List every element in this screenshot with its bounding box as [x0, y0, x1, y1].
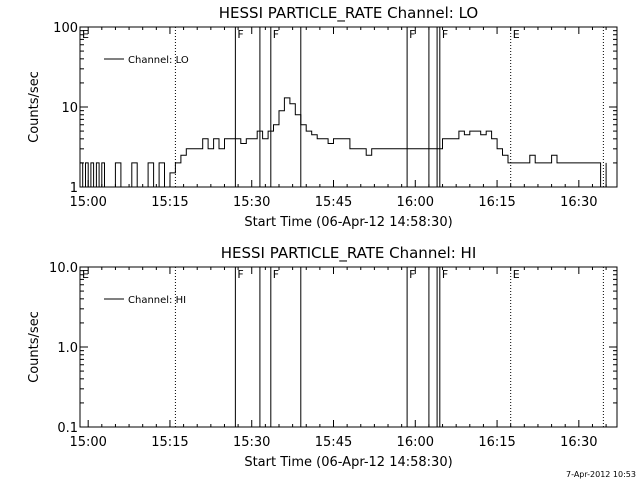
- legend-label: Channel: HI: [128, 295, 186, 306]
- series-line: [80, 97, 607, 188]
- x-tick-label: 15:30: [233, 195, 270, 210]
- y-tick-label: 0.1: [57, 421, 78, 436]
- x-tick-label: 16:15: [478, 195, 515, 210]
- y-tick-label: 1.0: [57, 341, 78, 356]
- y-tick-label: 100: [53, 21, 78, 36]
- chart-title: HESSI PARTICLE_RATE Channel: HI: [221, 244, 477, 263]
- x-tick-label: 15:00: [69, 435, 106, 450]
- x-tick-label: 16:00: [397, 435, 434, 450]
- x-tick-label: 15:00: [69, 195, 106, 210]
- x-tick-label: 16:30: [560, 435, 597, 450]
- x-tick-label: 15:15: [151, 195, 188, 210]
- x-axis-label: Start Time (06-Apr-12 14:58:30): [244, 455, 452, 470]
- marker-label: F: [409, 268, 415, 281]
- panel-lo: HESSI PARTICLE_RATE Channel: LO 15:00 15:1…: [27, 4, 618, 230]
- y-axis-label: Counts/sec: [27, 311, 42, 383]
- x-tick-label: 16:00: [397, 195, 434, 210]
- marker-label: E: [513, 268, 520, 281]
- y-tick-label: 1: [70, 181, 78, 196]
- y-axis-label: Counts/sec: [27, 71, 42, 143]
- y-tick-label: 10: [61, 101, 78, 116]
- chart-title: HESSI PARTICLE_RATE Channel: LO: [219, 4, 478, 23]
- marker-label: E: [82, 268, 89, 281]
- x-axis-label: Start Time (06-Apr-12 14:58:30): [244, 215, 452, 230]
- footer-timestamp: 7-Apr-2012 10:53: [566, 470, 636, 479]
- marker-label: F: [237, 268, 243, 281]
- plot-frame: [79, 266, 618, 428]
- panel-hi: HESSI PARTICLE_RATE Channel: HI 15:00 15:1…: [27, 244, 618, 470]
- marker-label: F: [442, 28, 448, 41]
- marker-label: F: [273, 268, 279, 281]
- x-tick-label: 15:15: [151, 435, 188, 450]
- x-tick-label: 16:30: [560, 195, 597, 210]
- marker-label: F: [409, 28, 415, 41]
- y-tick-label: 10.0: [49, 261, 78, 276]
- marker-label: F: [273, 28, 279, 41]
- marker-label: E: [513, 28, 520, 41]
- x-tick-label: 15:45: [315, 195, 352, 210]
- marker-label: E: [82, 28, 89, 41]
- marker-label: F: [237, 28, 243, 41]
- x-tick-label: 15:30: [233, 435, 270, 450]
- marker-label: F: [442, 268, 448, 281]
- x-tick-label: 16:15: [478, 435, 515, 450]
- legend-label: Channel: LO: [128, 55, 189, 66]
- x-tick-label: 15:45: [315, 435, 352, 450]
